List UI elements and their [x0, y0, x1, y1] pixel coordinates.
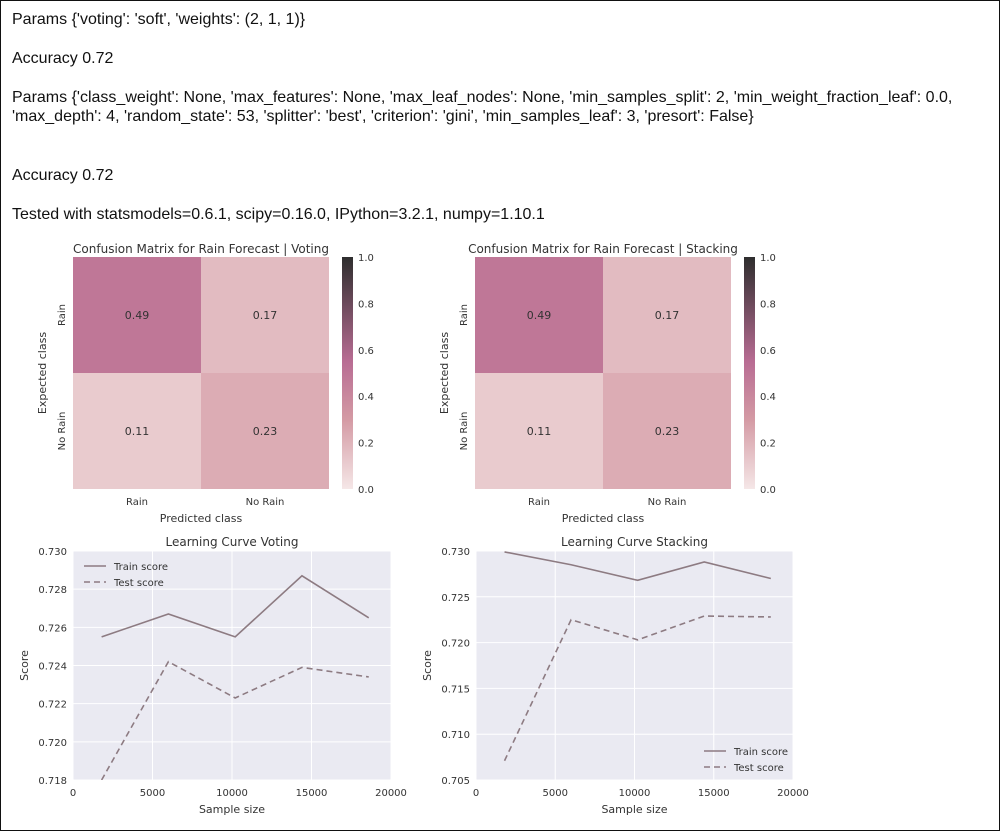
x-tick-label: 15000 [296, 788, 328, 799]
heat-cell-label: 0.11 [125, 425, 150, 438]
confusion-matrix-stacking: 0.49 0.17 0.11 0.23 Confusion Matrix for Rai… [438, 242, 776, 525]
y-tick-label: Rain [57, 304, 68, 326]
colorbar-tick-label: 0.8 [760, 299, 776, 310]
chart-title: Learning Curve Voting [165, 535, 298, 549]
series-line-test-score [100, 660, 369, 780]
heat-cell-1-0 [73, 373, 201, 489]
legend-label: Test score [733, 763, 784, 774]
heat-cell-1-1 [201, 373, 329, 489]
x-tick-label: 20000 [777, 788, 809, 799]
y-tick-label: 0.720 [441, 639, 470, 650]
accuracy-stacking-text: Accuracy 0.72 [12, 167, 114, 184]
colorbar-tick-label: 0.0 [358, 485, 374, 496]
heat-cell-0-0 [73, 257, 201, 373]
colorbar-tick-label: 0.0 [760, 485, 776, 496]
y-axis-label: Score [18, 650, 31, 681]
colorbar-tick-label: 1.0 [760, 253, 776, 264]
colorbar-tick-label: 0.4 [760, 392, 776, 403]
y-tick-label: 0.728 [38, 585, 67, 596]
x-axis-label: Predicted class [562, 512, 645, 525]
heat-cell-label: 0.49 [125, 309, 150, 322]
x-tick-label: Rain [528, 497, 550, 508]
heat-cell-label: 0.23 [253, 425, 278, 438]
y-axis-label: Expected class [36, 332, 49, 414]
colorbar-tick-label: 0.6 [358, 346, 374, 357]
y-tick-label: No Rain [459, 412, 470, 451]
colorbar-tick-label: 0.2 [760, 439, 776, 450]
heat-cell-1-0 [475, 373, 603, 489]
legend-label: Train score [733, 747, 788, 758]
x-tick-label: 0 [70, 788, 76, 799]
chart-title: Confusion Matrix for Rain Forecast | Vot… [73, 242, 329, 256]
x-axis-label: Predicted class [160, 512, 243, 525]
x-tick-label: 10000 [619, 788, 651, 799]
heat-cell-label: 0.17 [655, 309, 680, 322]
x-axis-label: Sample size [601, 803, 667, 816]
legend-label: Train score [113, 562, 168, 573]
heat-cell-label: 0.23 [655, 425, 680, 438]
x-tick-label: No Rain [246, 497, 285, 508]
y-tick-label: No Rain [57, 412, 68, 451]
y-tick-label: 0.705 [441, 776, 470, 787]
colorbar-tick-label: 0.4 [358, 392, 374, 403]
heat-cell-1-1 [603, 373, 731, 489]
y-axis-label: Score [421, 650, 434, 681]
y-tick-label: 0.724 [38, 662, 67, 673]
x-tick-label: 15000 [698, 788, 730, 799]
x-tick-label: 5000 [543, 788, 568, 799]
legend-label: Test score [113, 578, 164, 589]
y-tick-label: 0.718 [38, 776, 67, 787]
y-tick-label: 0.720 [38, 738, 67, 749]
learning-curve-voting: 0 5000 10000 15000 20000 0.718 0.720 0.722 0.724… [18, 535, 407, 816]
heat-cell-0-0 [475, 257, 603, 373]
series-line-train-score [101, 574, 370, 638]
x-tick-label: 5000 [140, 788, 165, 799]
colorbar-tick-label: 1.0 [358, 253, 374, 264]
versions-text: Tested with statsmodels=0.6.1, scipy=0.1… [12, 206, 545, 223]
y-tick-label: 0.726 [38, 623, 67, 634]
x-tick-label: 10000 [216, 788, 248, 799]
heat-cell-0-1 [603, 257, 731, 373]
x-tick-label: 0 [473, 788, 479, 799]
y-tick-label: 0.730 [38, 547, 67, 558]
colorbar-tick-label: 0.2 [358, 439, 374, 450]
heat-cell-label: 0.17 [253, 309, 278, 322]
x-tick-label: 20000 [375, 788, 407, 799]
series-line-train-score [504, 551, 772, 582]
y-tick-label: 0.710 [441, 730, 470, 741]
y-tick-label: 0.715 [441, 684, 470, 695]
y-tick-label: 0.730 [441, 547, 470, 558]
chart-title: Confusion Matrix for Rain Forecast | Sta… [468, 242, 738, 256]
colorbar [342, 257, 353, 489]
heat-cell-0-1 [201, 257, 329, 373]
y-axis-label: Expected class [438, 332, 451, 414]
heat-cell-label: 0.11 [527, 425, 552, 438]
confusion-matrix-voting: 0.49 0.17 0.11 0.23 Confusion Matrix for Rai… [36, 242, 374, 525]
accuracy-voting-text: Accuracy 0.72 [12, 50, 114, 67]
x-axis-label: Sample size [199, 803, 265, 816]
y-tick-label: 0.722 [38, 700, 67, 711]
colorbar-tick-label: 0.6 [760, 346, 776, 357]
y-tick-label: Rain [459, 304, 470, 326]
x-tick-label: Rain [126, 497, 148, 508]
heat-cell-label: 0.49 [527, 309, 552, 322]
x-tick-label: No Rain [648, 497, 687, 508]
params-voting-text: Params {'voting': 'soft', 'weights': (2,… [12, 11, 306, 28]
params-stacking-text: Params {'class_weight': None, 'max_featu… [12, 89, 953, 125]
chart-title: Learning Curve Stacking [561, 535, 708, 549]
series-line-test-score [503, 615, 771, 762]
learning-curve-stacking: 0 5000 10000 15000 20000 0.705 0.710 0.715 0.720… [421, 535, 809, 816]
y-tick-label: 0.725 [441, 593, 470, 604]
colorbar [744, 257, 755, 489]
colorbar-tick-label: 0.8 [358, 299, 374, 310]
